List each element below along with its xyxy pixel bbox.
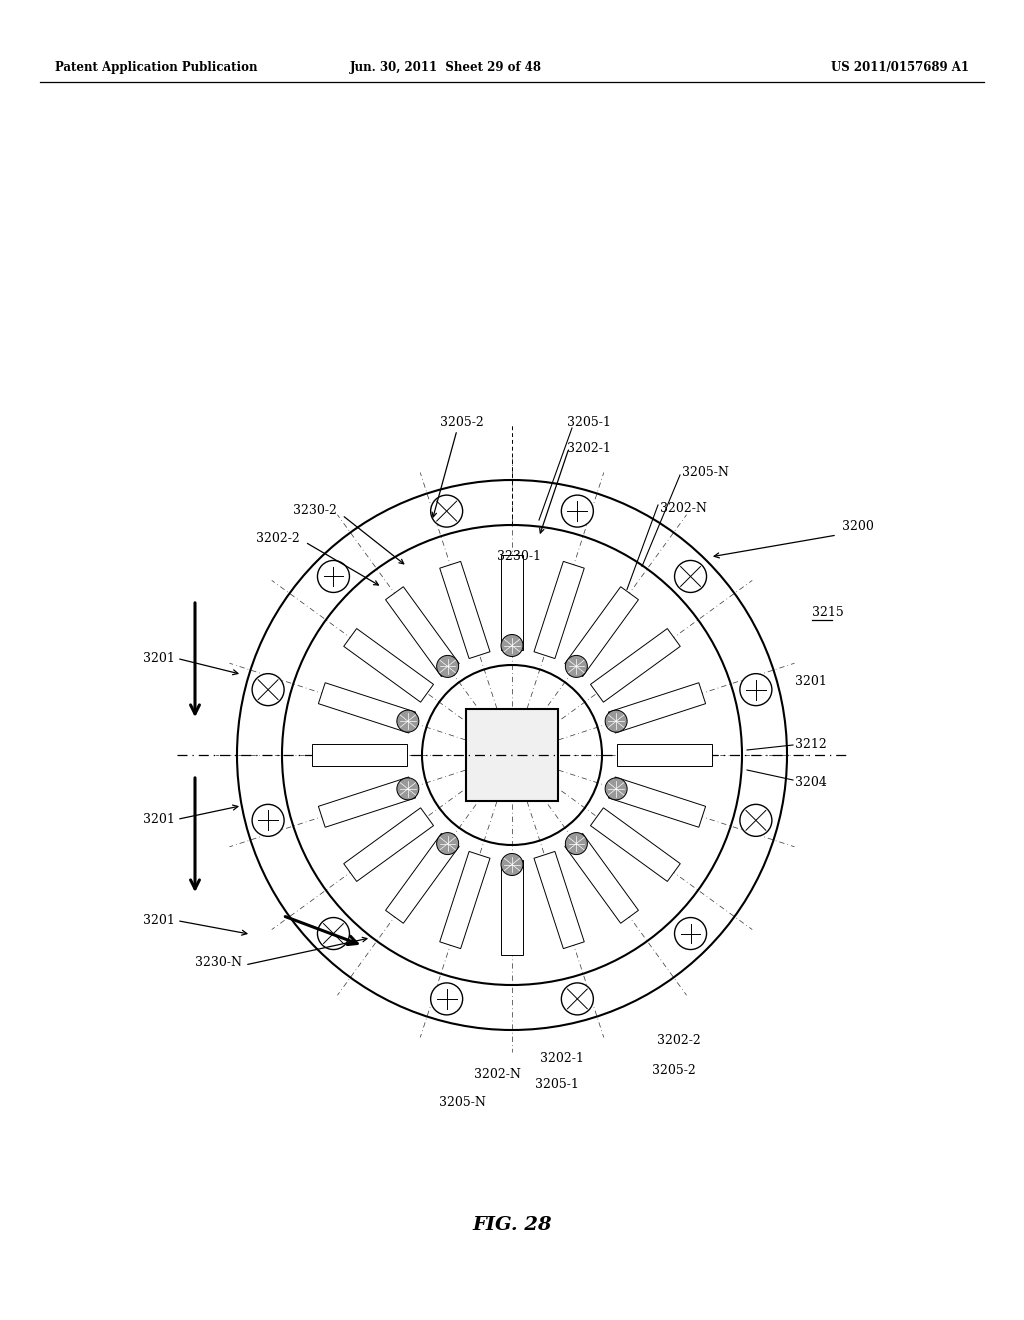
Text: 3205-1: 3205-1 bbox=[536, 1078, 579, 1092]
Polygon shape bbox=[439, 561, 490, 659]
Polygon shape bbox=[617, 744, 712, 766]
Circle shape bbox=[565, 833, 588, 854]
Bar bbox=[466, 709, 558, 801]
Text: 3200: 3200 bbox=[842, 520, 873, 533]
Polygon shape bbox=[591, 628, 680, 702]
Text: 3205-2: 3205-2 bbox=[440, 416, 484, 429]
Circle shape bbox=[252, 804, 284, 837]
Circle shape bbox=[740, 673, 772, 706]
Text: 3202-1: 3202-1 bbox=[567, 441, 611, 454]
Text: Jun. 30, 2011  Sheet 29 of 48: Jun. 30, 2011 Sheet 29 of 48 bbox=[349, 62, 542, 74]
Text: 3205-2: 3205-2 bbox=[652, 1064, 695, 1077]
Polygon shape bbox=[565, 833, 638, 923]
Circle shape bbox=[605, 710, 627, 733]
Text: 3215: 3215 bbox=[812, 606, 844, 619]
Circle shape bbox=[565, 656, 588, 677]
Text: 3202-2: 3202-2 bbox=[256, 532, 300, 544]
Circle shape bbox=[740, 804, 772, 837]
Circle shape bbox=[561, 495, 593, 527]
Polygon shape bbox=[386, 833, 459, 923]
Text: Patent Application Publication: Patent Application Publication bbox=[55, 62, 257, 74]
Text: 3212: 3212 bbox=[795, 738, 826, 751]
Circle shape bbox=[317, 917, 349, 949]
Text: 3201: 3201 bbox=[143, 813, 175, 826]
Polygon shape bbox=[534, 851, 585, 949]
Circle shape bbox=[436, 833, 459, 854]
Circle shape bbox=[397, 777, 419, 800]
Text: 3205-N: 3205-N bbox=[682, 466, 729, 479]
Polygon shape bbox=[318, 777, 416, 828]
Circle shape bbox=[397, 710, 419, 733]
Polygon shape bbox=[565, 586, 638, 677]
Text: 3205-1: 3205-1 bbox=[567, 416, 611, 429]
Circle shape bbox=[436, 656, 459, 677]
Polygon shape bbox=[318, 682, 416, 733]
Circle shape bbox=[605, 777, 627, 800]
Text: FIG. 28: FIG. 28 bbox=[472, 1216, 552, 1234]
Text: 3230-1: 3230-1 bbox=[497, 550, 541, 564]
Text: 3202-1: 3202-1 bbox=[540, 1052, 584, 1064]
Polygon shape bbox=[501, 861, 523, 954]
Circle shape bbox=[675, 561, 707, 593]
Text: 3204: 3204 bbox=[795, 776, 826, 789]
Text: 3205-N: 3205-N bbox=[438, 1096, 485, 1109]
Polygon shape bbox=[386, 586, 459, 677]
Polygon shape bbox=[501, 554, 523, 649]
Text: 3230-N: 3230-N bbox=[195, 956, 242, 969]
Circle shape bbox=[501, 635, 523, 656]
Polygon shape bbox=[591, 808, 680, 882]
Circle shape bbox=[431, 495, 463, 527]
Polygon shape bbox=[608, 682, 706, 733]
Polygon shape bbox=[608, 777, 706, 828]
Text: 3202-2: 3202-2 bbox=[657, 1034, 700, 1047]
Text: 3201: 3201 bbox=[795, 675, 826, 688]
Text: 3230-2: 3230-2 bbox=[293, 503, 337, 516]
Circle shape bbox=[431, 983, 463, 1015]
Polygon shape bbox=[344, 628, 433, 702]
Polygon shape bbox=[439, 851, 490, 949]
Text: 3201: 3201 bbox=[143, 913, 175, 927]
Text: 3202-N: 3202-N bbox=[473, 1068, 520, 1081]
Text: 3202-N: 3202-N bbox=[660, 502, 707, 515]
Polygon shape bbox=[534, 561, 585, 659]
Circle shape bbox=[501, 854, 523, 875]
Text: US 2011/0157689 A1: US 2011/0157689 A1 bbox=[831, 62, 969, 74]
Polygon shape bbox=[312, 744, 407, 766]
Circle shape bbox=[675, 917, 707, 949]
Circle shape bbox=[317, 561, 349, 593]
Circle shape bbox=[561, 983, 593, 1015]
Circle shape bbox=[252, 673, 284, 706]
Polygon shape bbox=[344, 808, 433, 882]
Text: 3201: 3201 bbox=[143, 652, 175, 665]
